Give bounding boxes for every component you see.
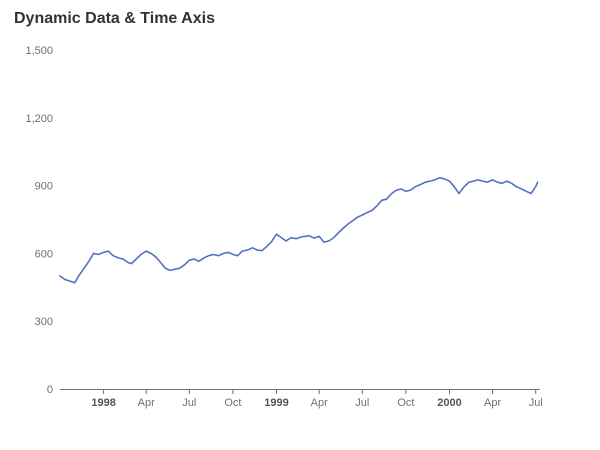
x-tick-label: Oct xyxy=(397,397,414,409)
x-tick-label: 1999 xyxy=(264,397,288,409)
x-tick-label: Jul xyxy=(355,397,369,409)
x-tick-label: Apr xyxy=(311,397,328,409)
x-tick-label: Apr xyxy=(484,397,501,409)
x-tick-label: Jul xyxy=(182,397,196,409)
y-tick-label: 1,200 xyxy=(25,113,53,125)
y-tick-label: 1,500 xyxy=(25,45,53,57)
x-tick-label: 2000 xyxy=(437,397,461,409)
x-tick-label: Oct xyxy=(224,397,241,409)
y-tick-label: 600 xyxy=(35,248,53,260)
y-tick-label: 900 xyxy=(35,181,53,193)
x-tick-label: Jul xyxy=(529,397,543,409)
x-tick-label: 1998 xyxy=(91,397,115,409)
y-tick-label: 0 xyxy=(47,384,53,396)
y-tick-label: 300 xyxy=(35,316,53,328)
x-tick-label: Apr xyxy=(138,397,155,409)
series-line xyxy=(59,176,539,284)
chart-title: Dynamic Data & Time Axis xyxy=(14,10,215,27)
